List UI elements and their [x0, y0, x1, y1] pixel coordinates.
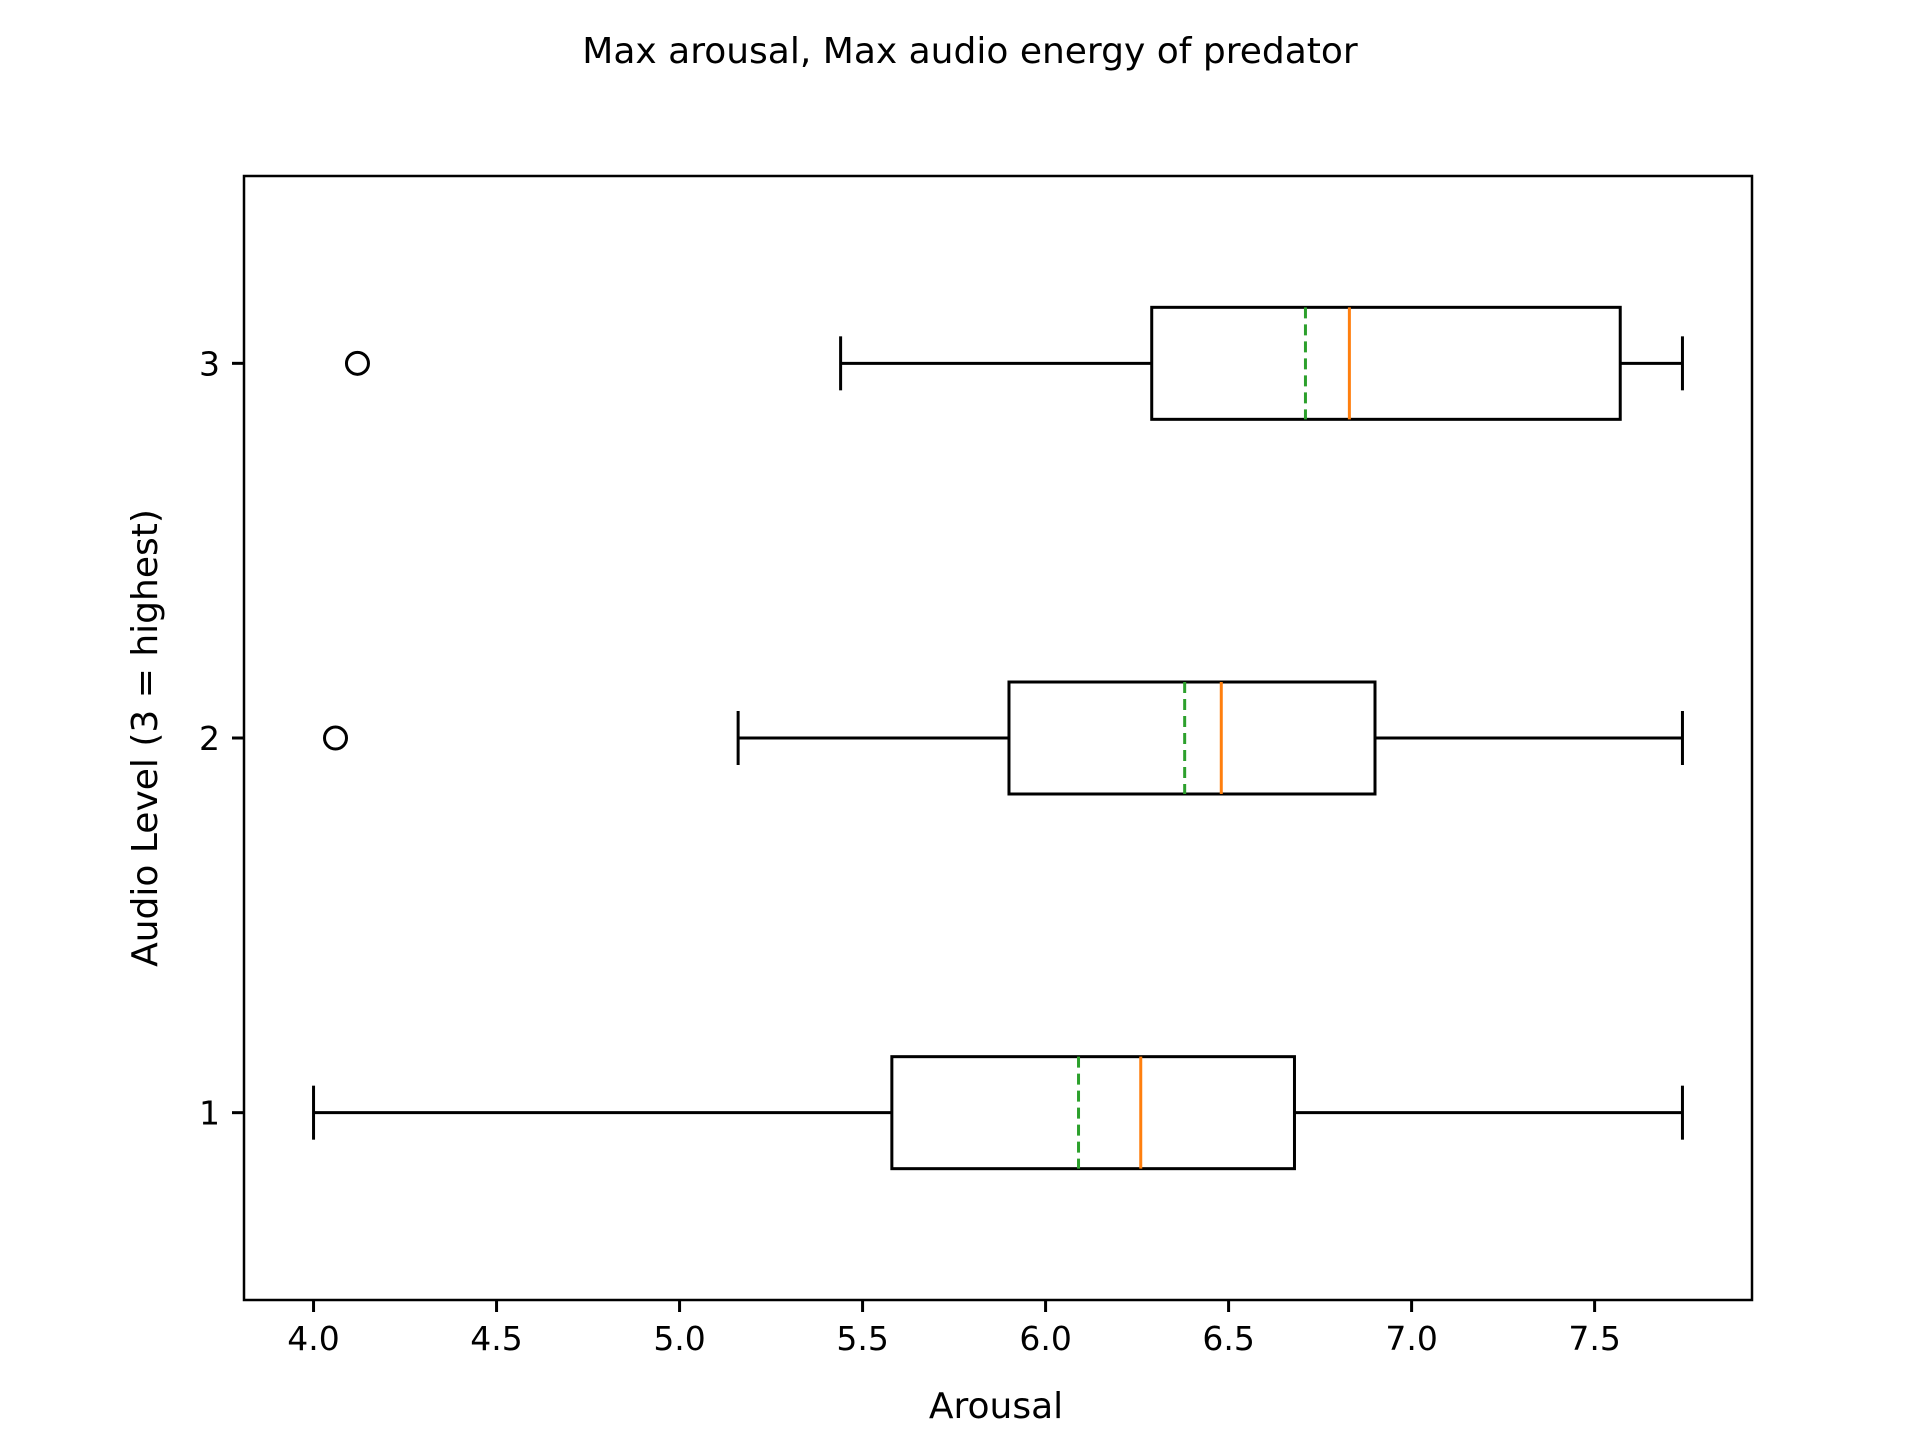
y-tick-label: 3 [199, 344, 220, 383]
x-tick-label: 5.5 [836, 1319, 888, 1358]
box-iqr [1007, 680, 1377, 796]
x-tick-label: 7.0 [1385, 1319, 1437, 1358]
axes-frame [242, 174, 1754, 1302]
x-tick-label: 6.5 [1202, 1319, 1254, 1358]
chart-title: Max arousal, Max audio energy of predato… [582, 31, 1358, 72]
box-iqr [890, 1055, 1296, 1171]
x-tick-label: 4.5 [470, 1319, 522, 1358]
outlier-point [344, 350, 370, 376]
y-tick-label: 2 [199, 719, 220, 758]
outlier-point [323, 725, 349, 751]
x-axis-label: Arousal [929, 1386, 1063, 1427]
plot-area: 4.0 4.5 5.0 5.5 6.0 6.5 7.0 7.5 1 2 3 [199, 305, 1684, 1358]
y-axis-label: Audio Level (3 = highest) [125, 509, 166, 967]
x-tick-label: 4.0 [287, 1319, 339, 1358]
x-tick-label: 7.5 [1568, 1319, 1620, 1358]
box-iqr [1150, 305, 1622, 421]
x-tick-label: 6.0 [1019, 1319, 1071, 1358]
x-tick-label: 5.0 [653, 1319, 705, 1358]
y-tick-label: 1 [199, 1094, 220, 1133]
